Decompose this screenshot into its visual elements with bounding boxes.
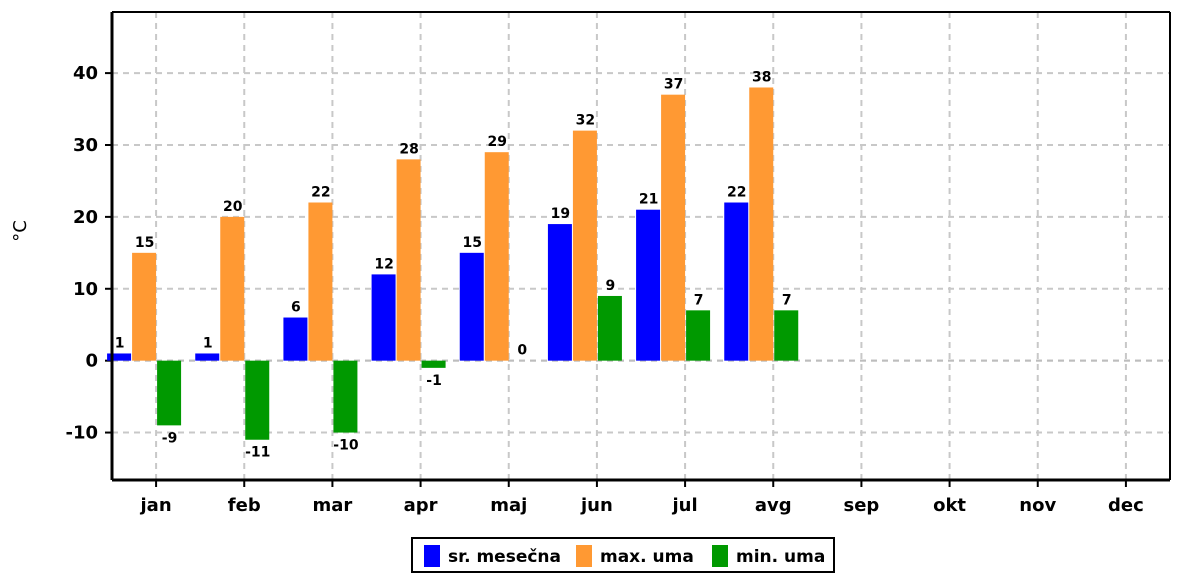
data-label: -10 xyxy=(333,438,359,454)
data-label: -9 xyxy=(162,430,178,446)
data-label: 20 xyxy=(223,199,243,215)
x-tick-label: jul xyxy=(672,495,698,516)
x-tick-label: jan xyxy=(140,495,172,516)
y-tick-label: 20 xyxy=(73,207,98,228)
y-tick-label: 10 xyxy=(73,279,98,300)
bar xyxy=(597,295,622,361)
data-label: 22 xyxy=(311,185,330,201)
x-tick-label: okt xyxy=(933,495,966,516)
data-label: -1 xyxy=(426,373,442,389)
data-label: 29 xyxy=(488,134,507,150)
y-tick-label: -10 xyxy=(65,423,98,444)
bars xyxy=(107,87,799,440)
axes xyxy=(110,11,1171,482)
x-tick-label: jun xyxy=(580,495,613,516)
legend: sr. mesečna max. uma min. uma xyxy=(411,537,835,573)
data-label: -11 xyxy=(245,445,270,461)
data-label: 28 xyxy=(399,141,418,157)
data-label: 7 xyxy=(782,292,792,308)
bar xyxy=(572,130,597,361)
legend-label: max. uma xyxy=(600,547,694,567)
data-label: 19 xyxy=(551,206,570,222)
data-label: 1 xyxy=(115,335,125,351)
bar xyxy=(686,310,711,361)
legend-swatch xyxy=(712,545,728,567)
bar xyxy=(283,317,308,361)
data-label: 15 xyxy=(463,235,482,251)
bar xyxy=(333,360,358,433)
y-axis-title: °C xyxy=(10,220,31,242)
bar xyxy=(107,353,132,361)
x-tick-label: sep xyxy=(844,495,880,516)
data-label: 32 xyxy=(576,113,595,129)
data-label: 0 xyxy=(517,343,527,359)
legend-swatch xyxy=(576,545,592,567)
data-label: 1 xyxy=(203,335,213,351)
bar xyxy=(195,353,220,361)
x-tick-label: apr xyxy=(404,495,438,516)
x-axis-ticks: jan feb mar apr maj jun jul avg sep okt nov dec xyxy=(140,480,1144,516)
bar xyxy=(547,224,572,361)
bar xyxy=(157,360,182,426)
bar xyxy=(421,360,446,368)
data-label: 6 xyxy=(291,300,301,316)
data-label: 21 xyxy=(639,192,658,208)
data-label: 38 xyxy=(752,69,771,85)
bar xyxy=(220,216,245,361)
bar xyxy=(774,310,799,361)
bar xyxy=(459,252,484,361)
bar xyxy=(132,252,157,361)
x-tick-label: avg xyxy=(755,495,792,516)
y-tick-label: 30 xyxy=(73,135,98,156)
data-label: 15 xyxy=(135,235,154,251)
bar xyxy=(661,94,686,361)
y-tick-label: 40 xyxy=(73,63,98,84)
legend-label: min. uma xyxy=(736,547,825,567)
x-tick-label: feb xyxy=(228,495,261,516)
data-label: 9 xyxy=(606,278,616,294)
bar xyxy=(749,87,774,361)
x-tick-label: dec xyxy=(1108,495,1144,516)
legend-box xyxy=(411,537,835,573)
x-tick-label: mar xyxy=(313,495,353,516)
bar xyxy=(636,209,661,361)
bar xyxy=(724,202,749,361)
y-tick-label: 0 xyxy=(85,351,98,372)
data-label: 12 xyxy=(374,256,393,272)
bar xyxy=(371,274,396,361)
bar xyxy=(396,159,421,361)
x-tick-label: nov xyxy=(1019,495,1056,516)
bar xyxy=(308,202,333,361)
data-label: 7 xyxy=(694,292,704,308)
legend-label: sr. mesečna xyxy=(448,547,561,567)
bar xyxy=(484,152,509,361)
y-axis-ticks: -10 0 10 20 30 40 xyxy=(65,63,112,444)
legend-swatch xyxy=(424,545,440,567)
bar xyxy=(245,360,270,440)
data-label: 22 xyxy=(727,185,746,201)
data-label: 37 xyxy=(664,77,683,93)
x-tick-label: maj xyxy=(490,495,527,516)
